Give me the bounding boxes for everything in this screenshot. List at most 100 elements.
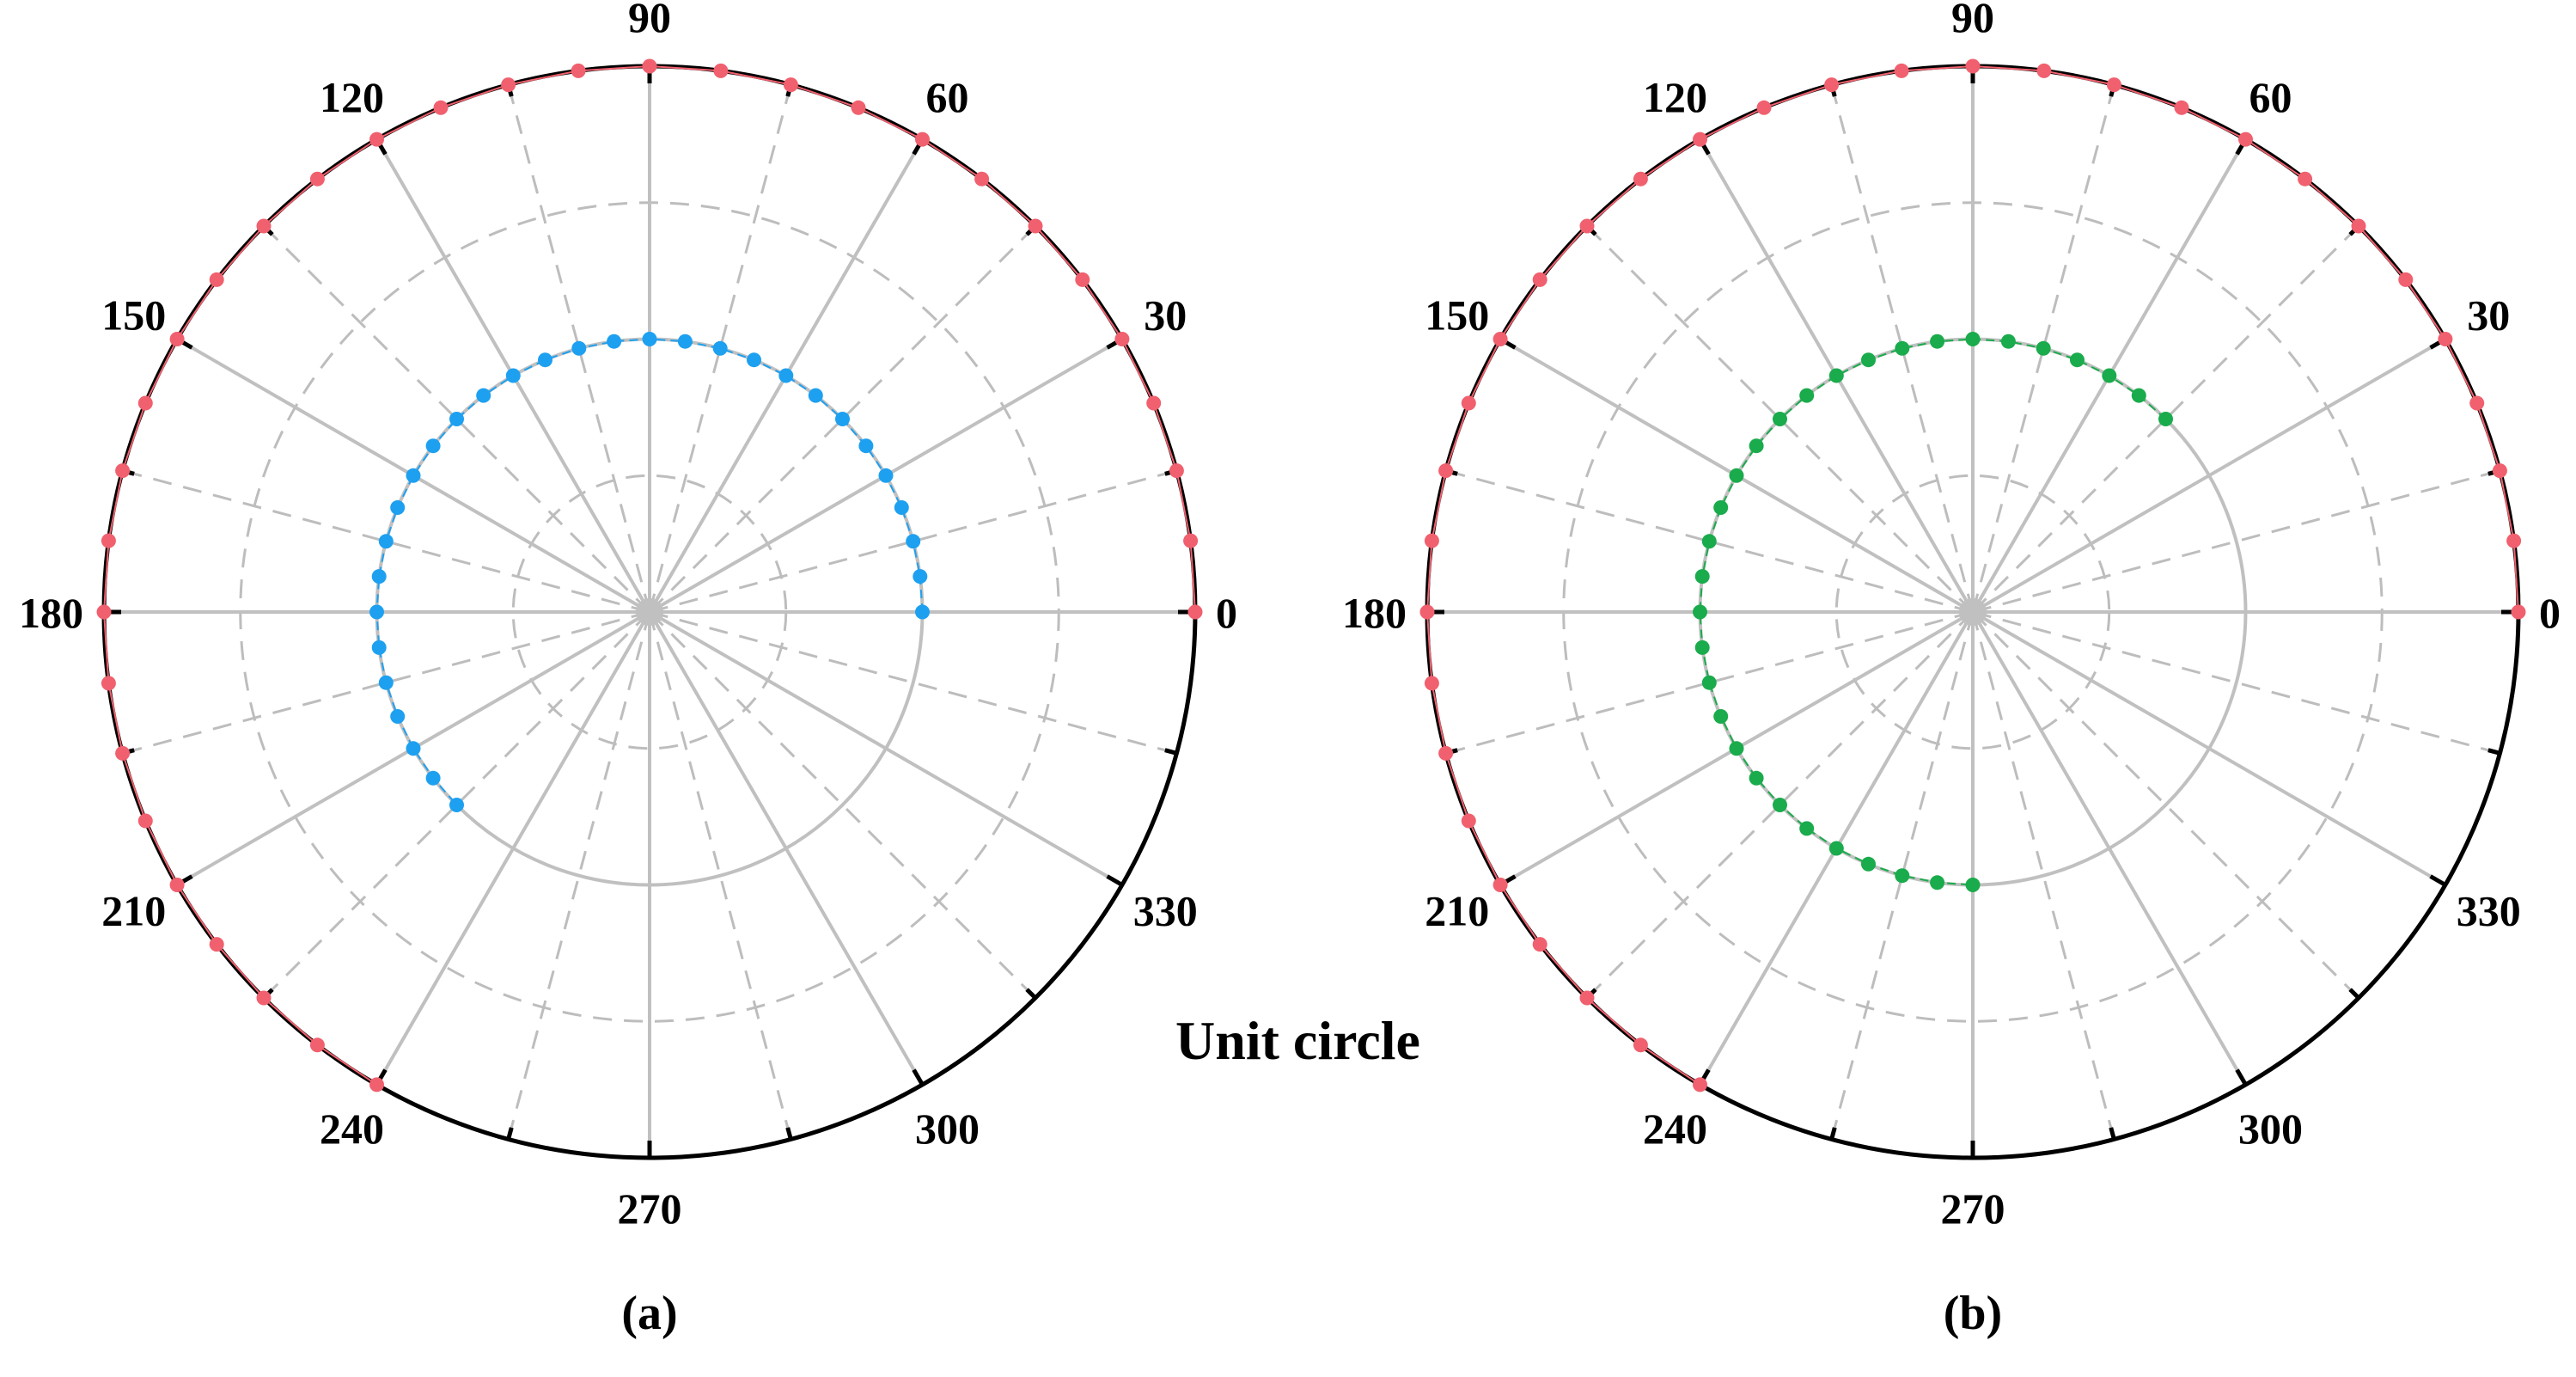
series-2-marker bbox=[1861, 856, 1876, 872]
series-1-marker bbox=[501, 77, 516, 93]
series-2-marker bbox=[571, 340, 587, 356]
series-2-marker bbox=[449, 412, 464, 426]
series-2-marker bbox=[747, 352, 761, 368]
series-2-marker bbox=[778, 368, 794, 383]
series-1-marker bbox=[369, 1077, 384, 1092]
series-1-marker bbox=[1028, 218, 1043, 234]
major-tick bbox=[912, 1068, 925, 1086]
polar-panel-a: 0 30 60 90 120 150 180 210 240 270 300 330 (a) bbox=[19, 0, 1237, 1340]
center-hub bbox=[1959, 598, 1987, 626]
angle-tick-label: 150 bbox=[1425, 291, 1489, 340]
series-2-marker bbox=[1773, 798, 1787, 812]
angle-tick-label: 210 bbox=[1425, 887, 1489, 935]
series-1-marker bbox=[1824, 77, 1840, 93]
series-2-marker bbox=[2000, 334, 2016, 349]
series-2-marker bbox=[425, 438, 441, 454]
minor-tick bbox=[2348, 988, 2360, 1000]
series-1-marker bbox=[256, 218, 272, 234]
series-2-marker bbox=[878, 468, 894, 483]
series-1-marker bbox=[2298, 171, 2313, 187]
series-2-marker bbox=[1713, 500, 1729, 515]
angle-tick-label: 30 bbox=[2467, 291, 2510, 340]
series-1-marker bbox=[101, 676, 116, 691]
angle-tick-label: 300 bbox=[915, 1105, 980, 1153]
series-1-marker bbox=[137, 395, 153, 411]
series-1-marker bbox=[209, 937, 224, 952]
series-2-marker bbox=[449, 798, 464, 812]
series-1-marker bbox=[1424, 533, 1439, 548]
series-2-marker bbox=[858, 438, 874, 454]
series-1-marker bbox=[2351, 218, 2366, 234]
series-2-marker bbox=[835, 412, 850, 426]
series-1-marker bbox=[2174, 100, 2189, 115]
series-1-marker bbox=[115, 463, 131, 479]
series-2-marker bbox=[1701, 534, 1717, 549]
series-1-marker bbox=[433, 100, 449, 115]
series-2-marker bbox=[1773, 412, 1787, 426]
series-2-marker bbox=[1895, 868, 1910, 884]
angle-tick-label: 0 bbox=[2539, 589, 2561, 637]
series-1-marker bbox=[1183, 533, 1199, 548]
series-1-marker bbox=[309, 1037, 325, 1053]
angle-tick-label: 300 bbox=[2238, 1105, 2303, 1153]
series-1-marker bbox=[115, 745, 131, 761]
series-2-marker bbox=[378, 675, 394, 690]
series-2-marker bbox=[1694, 569, 1710, 584]
series-1-marker bbox=[571, 63, 586, 78]
series-2-marker bbox=[406, 741, 421, 756]
series-2-marker bbox=[2131, 388, 2146, 403]
series-1-marker bbox=[1075, 272, 1090, 287]
series-1-marker bbox=[1693, 1077, 1707, 1092]
series-2-marker bbox=[425, 770, 441, 786]
angle-tick-label: 60 bbox=[2249, 73, 2292, 121]
angle-tick-label: 270 bbox=[1941, 1184, 2005, 1233]
angle-tick-label: 90 bbox=[628, 0, 671, 41]
series-1-marker bbox=[169, 878, 185, 892]
series-2-marker bbox=[1828, 368, 1844, 383]
series-2-marker bbox=[538, 352, 552, 368]
minor-tick bbox=[785, 1127, 793, 1141]
series-2-marker bbox=[406, 468, 421, 483]
series-2-marker bbox=[476, 388, 491, 403]
angle-tick-label: 210 bbox=[101, 887, 166, 935]
series-2-marker bbox=[1701, 675, 1717, 690]
series-2-marker bbox=[369, 604, 384, 620]
series-1-marker bbox=[915, 132, 930, 147]
series-2-marker bbox=[2158, 412, 2173, 426]
series-2-marker bbox=[1895, 340, 1910, 356]
series-2-marker bbox=[1693, 604, 1707, 620]
series-2-marker bbox=[2102, 368, 2117, 383]
angle-tick-label: 120 bbox=[1643, 73, 1707, 121]
series-2-marker bbox=[1861, 352, 1876, 368]
series-2-marker bbox=[505, 368, 521, 383]
series-2-marker bbox=[1713, 709, 1729, 724]
series-1-marker bbox=[256, 990, 272, 1006]
angle-tick-label: 150 bbox=[101, 291, 166, 340]
series-1-marker bbox=[1461, 813, 1476, 829]
series-1-marker bbox=[2238, 132, 2253, 147]
minor-tick bbox=[1829, 1127, 1837, 1141]
series-1-marker bbox=[309, 171, 325, 187]
series-1-marker bbox=[642, 58, 657, 74]
series-2-marker bbox=[915, 604, 930, 620]
angle-tick-label: 60 bbox=[926, 73, 969, 121]
series-2-marker bbox=[607, 334, 622, 349]
series-1-marker bbox=[1579, 218, 1595, 234]
series-2-marker bbox=[808, 388, 823, 403]
series-1-marker bbox=[1965, 58, 1981, 74]
series-2-marker bbox=[1965, 332, 1981, 346]
series-1-marker bbox=[369, 132, 384, 147]
series-2-marker bbox=[677, 334, 693, 349]
series-1-marker bbox=[713, 63, 729, 78]
panel-caption: (a) bbox=[621, 1287, 677, 1340]
series-2-marker bbox=[1965, 878, 1981, 892]
minor-tick bbox=[2487, 748, 2501, 756]
series-1-marker bbox=[169, 332, 185, 346]
minor-tick bbox=[1164, 748, 1178, 756]
series-1-marker bbox=[1532, 272, 1547, 287]
series-2-marker bbox=[1729, 741, 1744, 756]
series-1-marker bbox=[1461, 395, 1476, 411]
series-2-marker bbox=[2070, 352, 2085, 368]
major-tick bbox=[2235, 1068, 2248, 1086]
series-2-marker bbox=[712, 340, 728, 356]
